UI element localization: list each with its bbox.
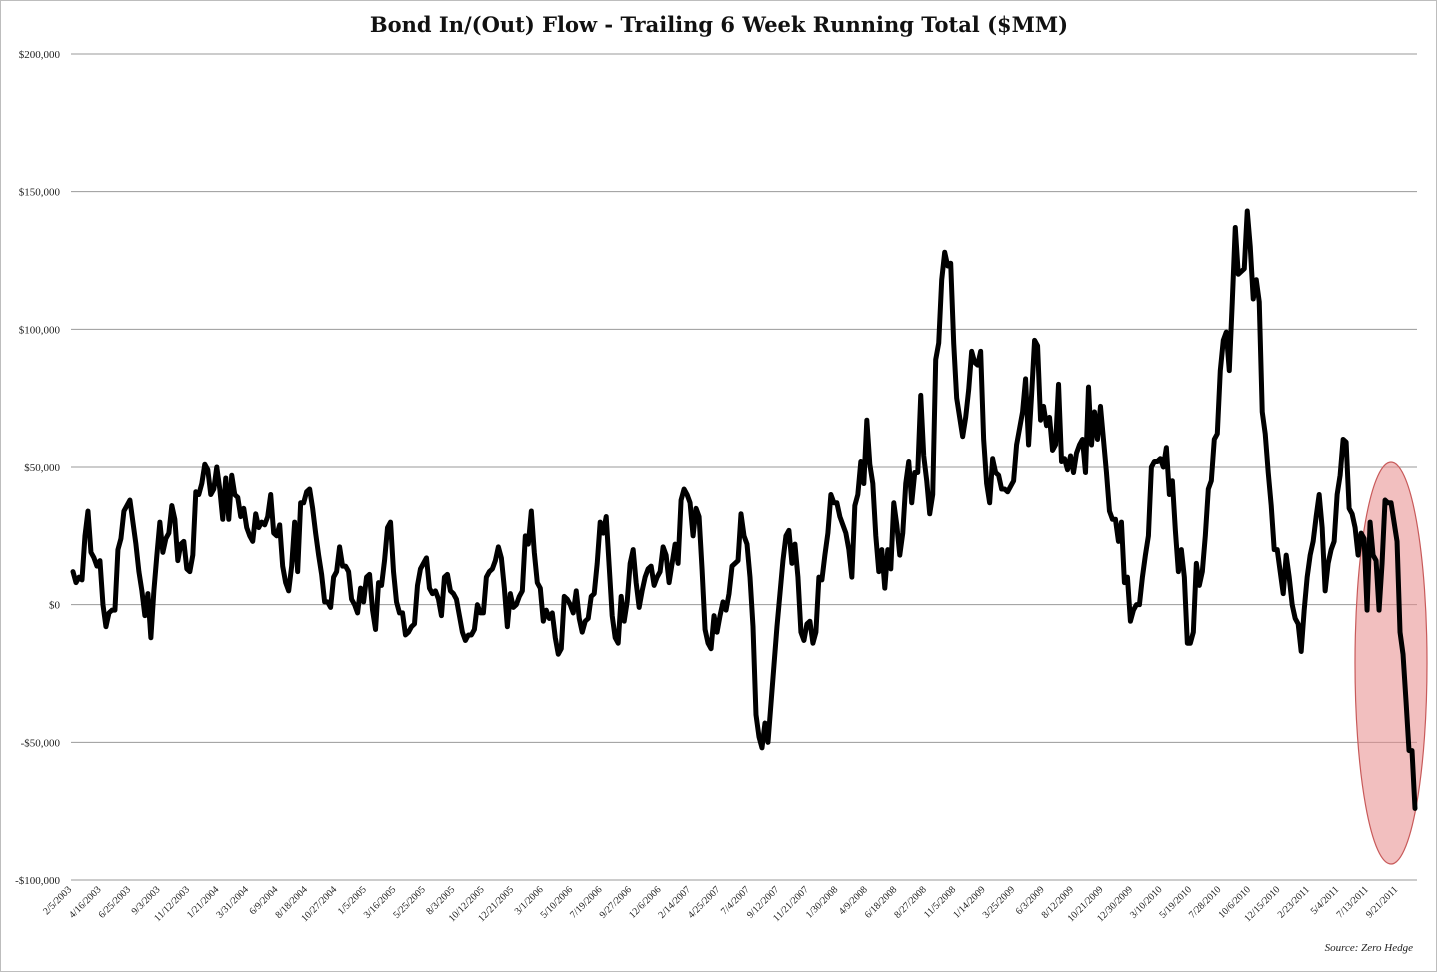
x-tick-label: 3/25/2009 (981, 884, 1017, 920)
gridlines (71, 53, 1417, 881)
y-tick-label: -$100,000 (15, 875, 60, 887)
y-tick-label: $0 (49, 600, 61, 612)
x-tick-label: 2/23/2011 (1276, 884, 1312, 920)
highlight-ellipse (1354, 461, 1428, 865)
y-tick-label: $100,000 (19, 324, 61, 336)
x-tick-label: 9/21/2011 (1364, 884, 1400, 920)
x-tick-label: 4/25/2007 (686, 884, 722, 920)
y-tick-label: $200,000 (19, 49, 61, 61)
y-tick-label: $50,000 (24, 462, 60, 474)
x-tick-label: 1/30/2008 (804, 884, 840, 920)
source-note: Source: Zero Hedge (1325, 942, 1413, 954)
x-tick-label: 5/25/2005 (391, 884, 427, 920)
y-tick-label: $150,000 (19, 187, 61, 199)
y-tick-label: -$50,000 (21, 737, 61, 749)
y-axis-ticks: $200,000 $150,000 $100,000 $50,000 $0 -$50,00… (15, 49, 60, 887)
chart-title: Bond In/(Out) Flow - Trailing 6 Week Run… (370, 12, 1068, 37)
series-line (70, 208, 1418, 811)
x-axis-ticks: 2/5/20034/16/20036/25/20039/3/200311/12/… (41, 884, 1400, 924)
x-tick-label: 6/25/2003 (97, 884, 133, 920)
x-tick-label: 3/31/2004 (214, 884, 250, 920)
